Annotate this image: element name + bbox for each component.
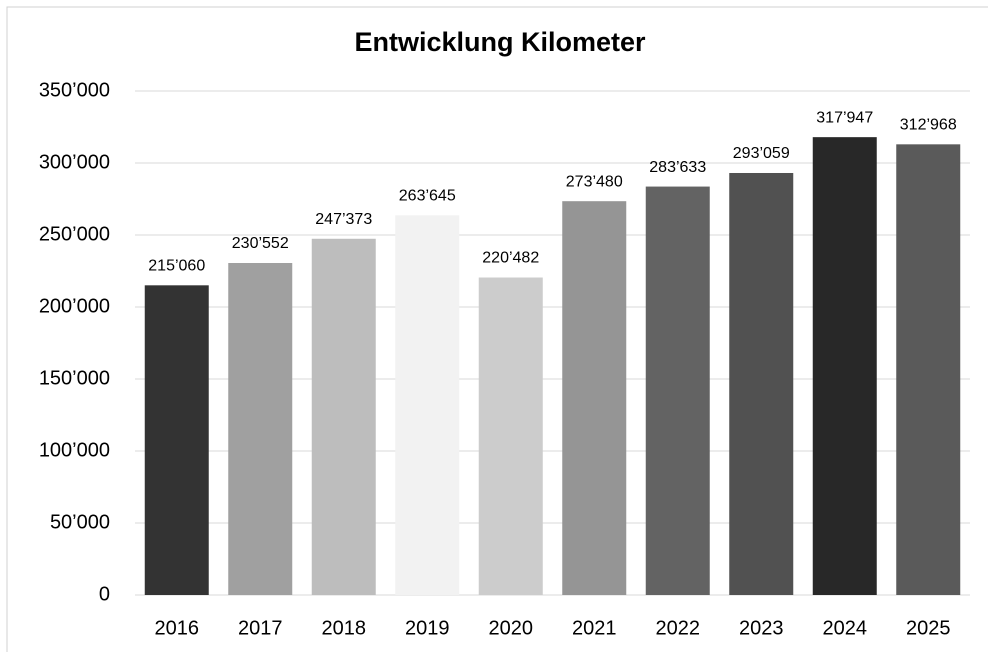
y-tick-label: 50’000	[50, 511, 110, 533]
bar	[896, 144, 961, 595]
bar	[144, 285, 209, 595]
y-tick-label: 200’000	[39, 295, 110, 317]
chart-title: Entwicklung Kilometer	[354, 27, 646, 57]
data-label: 247’373	[315, 211, 372, 228]
bar	[562, 201, 627, 596]
data-label: 312’968	[900, 117, 957, 134]
x-tick-label: 2019	[405, 617, 450, 639]
x-tick-label: 2020	[489, 617, 534, 639]
bar	[478, 277, 543, 595]
y-tick-label: 100’000	[39, 439, 110, 461]
y-tick-label: 0	[99, 583, 110, 605]
data-label: 293’059	[733, 145, 790, 162]
bar	[812, 137, 877, 596]
x-tick-label: 2018	[322, 617, 367, 639]
y-tick-label: 350’000	[39, 79, 110, 101]
bar	[395, 215, 460, 595]
data-label: 273’480	[566, 173, 623, 190]
data-label: 317’947	[816, 109, 873, 126]
y-tick-label: 150’000	[39, 367, 110, 389]
x-tick-label: 2021	[572, 617, 617, 639]
bar	[645, 186, 710, 595]
data-label: 230’552	[232, 235, 289, 252]
x-tick-label: 2023	[739, 617, 784, 639]
data-label: 215’060	[148, 258, 205, 275]
x-tick-label: 2022	[656, 617, 701, 639]
x-tick-label: 2025	[906, 617, 951, 639]
bar	[311, 238, 376, 595]
data-label: 283’633	[649, 159, 706, 176]
bar	[228, 263, 293, 595]
data-label: 263’645	[399, 188, 456, 205]
data-label: 220’482	[482, 250, 539, 267]
x-tick-label: 2016	[155, 617, 200, 639]
y-tick-label: 250’000	[39, 223, 110, 245]
x-tick-label: 2017	[238, 617, 283, 639]
y-tick-label: 300’000	[39, 151, 110, 173]
x-tick-label: 2024	[823, 617, 868, 639]
bar	[729, 172, 794, 595]
